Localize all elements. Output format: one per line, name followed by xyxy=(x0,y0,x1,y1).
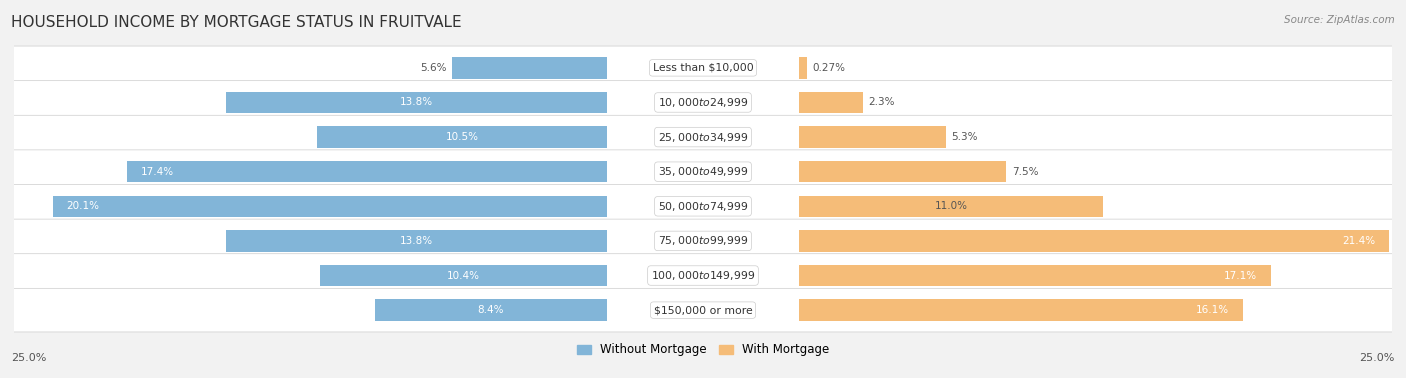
Text: 20.1%: 20.1% xyxy=(66,201,100,211)
Text: 10.4%: 10.4% xyxy=(447,271,479,280)
Text: 5.6%: 5.6% xyxy=(420,63,447,73)
Legend: Without Mortgage, With Mortgage: Without Mortgage, With Mortgage xyxy=(572,339,834,361)
Text: $150,000 or more: $150,000 or more xyxy=(654,305,752,315)
Text: $75,000 to $99,999: $75,000 to $99,999 xyxy=(658,234,748,248)
Bar xyxy=(453,57,606,79)
Text: 13.8%: 13.8% xyxy=(399,236,433,246)
Text: $50,000 to $74,999: $50,000 to $74,999 xyxy=(658,200,748,213)
Bar xyxy=(226,92,606,113)
Bar xyxy=(800,265,1271,286)
Text: $25,000 to $34,999: $25,000 to $34,999 xyxy=(658,130,748,144)
FancyBboxPatch shape xyxy=(7,150,1399,194)
Text: HOUSEHOLD INCOME BY MORTGAGE STATUS IN FRUITVALE: HOUSEHOLD INCOME BY MORTGAGE STATUS IN F… xyxy=(11,15,463,30)
Text: 25.0%: 25.0% xyxy=(11,353,46,363)
Bar xyxy=(800,299,1243,321)
FancyBboxPatch shape xyxy=(7,254,1399,297)
Text: 10.5%: 10.5% xyxy=(446,132,478,142)
Bar xyxy=(800,92,863,113)
Text: 17.1%: 17.1% xyxy=(1223,271,1257,280)
Text: 17.4%: 17.4% xyxy=(141,167,174,177)
Text: Less than $10,000: Less than $10,000 xyxy=(652,63,754,73)
Text: 13.8%: 13.8% xyxy=(399,98,433,107)
FancyBboxPatch shape xyxy=(7,219,1399,263)
Bar xyxy=(800,161,1007,183)
Text: 5.3%: 5.3% xyxy=(950,132,977,142)
Bar xyxy=(52,195,606,217)
FancyBboxPatch shape xyxy=(7,46,1399,90)
FancyBboxPatch shape xyxy=(7,288,1399,332)
Bar xyxy=(226,230,606,252)
FancyBboxPatch shape xyxy=(7,115,1399,159)
Bar xyxy=(800,57,807,79)
Text: 16.1%: 16.1% xyxy=(1197,305,1229,315)
Bar xyxy=(318,126,606,148)
Bar xyxy=(321,265,606,286)
Text: 7.5%: 7.5% xyxy=(1012,167,1038,177)
Text: $10,000 to $24,999: $10,000 to $24,999 xyxy=(658,96,748,109)
Bar xyxy=(375,299,606,321)
Bar xyxy=(800,195,1102,217)
FancyBboxPatch shape xyxy=(7,184,1399,228)
Text: $35,000 to $49,999: $35,000 to $49,999 xyxy=(658,165,748,178)
Bar xyxy=(800,126,945,148)
Text: $100,000 to $149,999: $100,000 to $149,999 xyxy=(651,269,755,282)
Bar xyxy=(800,230,1389,252)
Text: 21.4%: 21.4% xyxy=(1343,236,1375,246)
Text: 0.27%: 0.27% xyxy=(813,63,845,73)
Text: 8.4%: 8.4% xyxy=(478,305,505,315)
Text: 2.3%: 2.3% xyxy=(869,98,894,107)
Text: Source: ZipAtlas.com: Source: ZipAtlas.com xyxy=(1284,15,1395,25)
Text: 25.0%: 25.0% xyxy=(1360,353,1395,363)
Bar xyxy=(127,161,606,183)
FancyBboxPatch shape xyxy=(7,81,1399,124)
Text: 11.0%: 11.0% xyxy=(935,201,967,211)
